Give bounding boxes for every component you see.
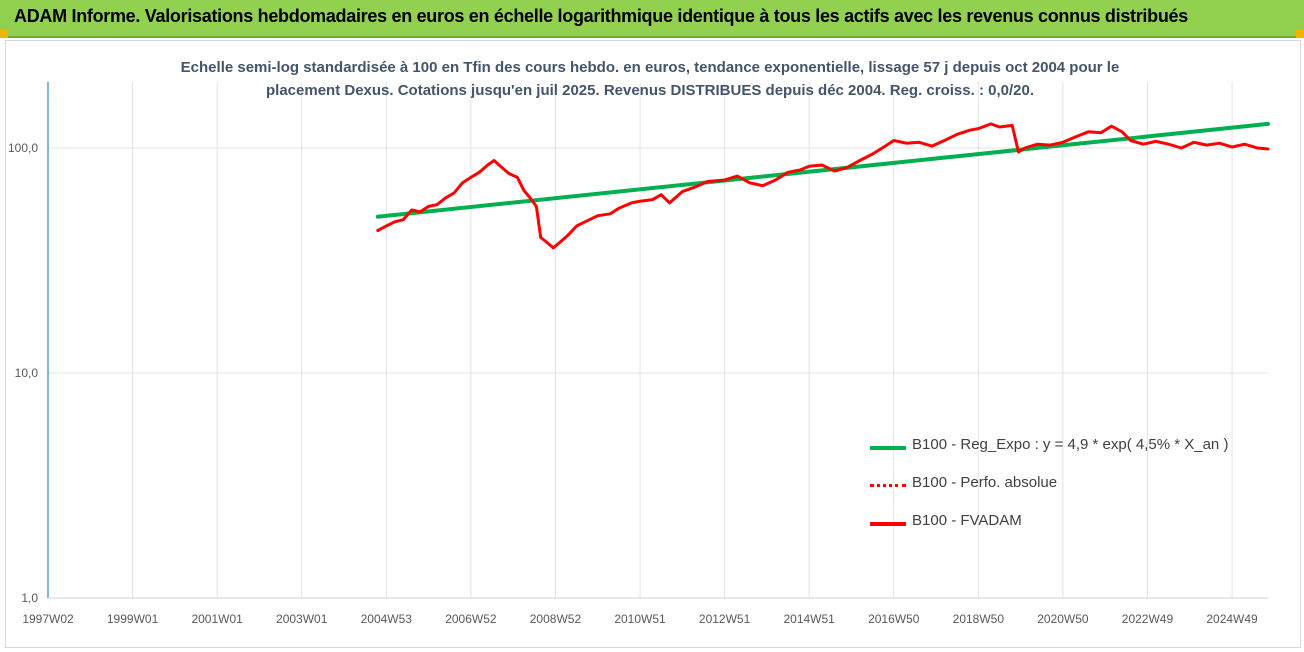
page-title: ADAM Informe. Valorisations hebdomadaire… — [14, 6, 1188, 26]
series-line-2 — [376, 122, 1270, 250]
y-tick-label: 100,0 — [8, 141, 38, 155]
y-tick-label: 10,0 — [15, 366, 39, 380]
x-tick-label: 2022W49 — [1122, 612, 1174, 626]
series-line-0 — [375, 121, 1270, 219]
chart-frame — [5, 40, 1301, 648]
legend-swatch-perfo-absolue — [870, 484, 906, 487]
x-tick-label: 2020W50 — [1037, 612, 1089, 626]
legend-item-perfo-absolue: B100 - Perfo. absolue — [868, 474, 1268, 512]
x-tick-label: 2004W53 — [361, 612, 413, 626]
x-tick-label: 2001W01 — [191, 612, 243, 626]
corner-marker-left — [0, 30, 8, 38]
x-tick-label: 2008W52 — [530, 612, 582, 626]
x-tick-label: 2024W49 — [1206, 612, 1258, 626]
x-tick-label: 2018W50 — [953, 612, 1005, 626]
legend-item-regression: B100 - Reg_Expo : y = 4,9 * exp( 4,5% * … — [868, 436, 1268, 474]
legend-label-perfo-absolue: B100 - Perfo. absolue — [912, 474, 1058, 491]
x-tick-label: 1999W01 — [107, 612, 159, 626]
legend-label-fvadam: B100 - FVADAM — [912, 512, 1022, 529]
x-tick-label: 2014W51 — [783, 612, 835, 626]
x-tick-label: 1997W02 — [22, 612, 74, 626]
x-tick-label: 2006W52 — [445, 612, 497, 626]
chart-subtitle-line-1: Echelle semi-log standardisée à 100 en T… — [180, 59, 1120, 76]
x-tick-label: 2010W51 — [614, 612, 666, 626]
chart-subtitle: Echelle semi-log standardisée à 100 en T… — [150, 56, 1150, 102]
title-bar: ADAM Informe. Valorisations hebdomadaire… — [0, 0, 1304, 38]
x-tick-label: 2003W01 — [276, 612, 328, 626]
x-tick-label: 2012W51 — [699, 612, 751, 626]
legend-label-regression: B100 - Reg_Expo : y = 4,9 * exp( 4,5% * … — [912, 436, 1229, 453]
legend-swatch-fvadam — [870, 522, 906, 526]
corner-marker-right — [1296, 30, 1304, 38]
legend-item-fvadam: B100 - FVADAM — [868, 512, 1268, 550]
chart-subtitle-line-2: placement Dexus. Cotations jusqu'en juil… — [266, 82, 1034, 99]
chart-legend: B100 - Reg_Expo : y = 4,9 * exp( 4,5% * … — [868, 436, 1268, 550]
y-tick-label: 1,0 — [21, 591, 38, 605]
legend-swatch-regression — [870, 446, 906, 450]
x-tick-label: 2016W50 — [868, 612, 920, 626]
